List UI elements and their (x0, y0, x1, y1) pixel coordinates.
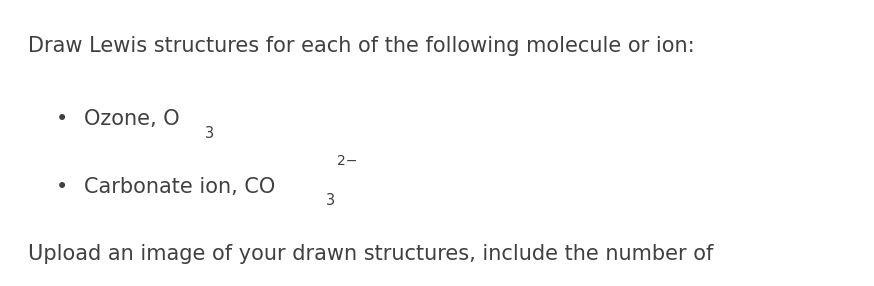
Text: 2−: 2− (337, 154, 357, 168)
Text: Draw Lewis structures for each of the following molecule or ion:: Draw Lewis structures for each of the fo… (28, 37, 694, 57)
Text: Carbonate ion, CO: Carbonate ion, CO (84, 177, 275, 197)
Text: Ozone, O: Ozone, O (84, 109, 180, 129)
Text: 3: 3 (326, 193, 335, 208)
Text: •: • (56, 109, 68, 129)
Text: Upload an image of your drawn structures, include the number of: Upload an image of your drawn structures… (28, 244, 713, 264)
Text: 3: 3 (205, 126, 214, 141)
Text: •: • (56, 177, 68, 197)
